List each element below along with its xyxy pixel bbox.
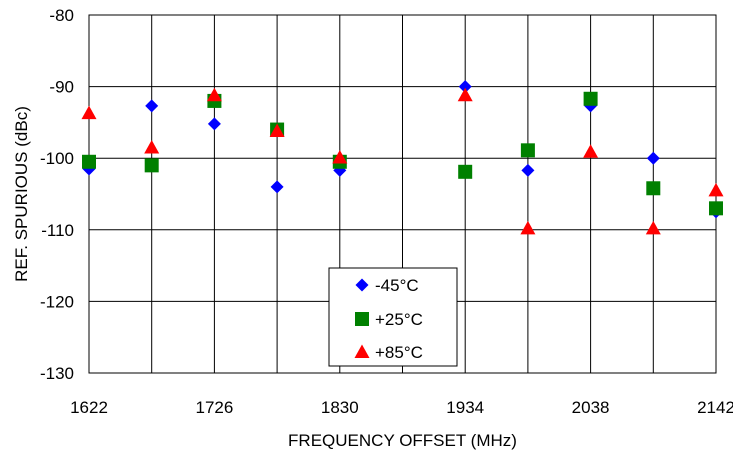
x-axis-ticks: 1622 1726 1830 1934 2038 2142 bbox=[70, 398, 733, 417]
y-tick-label: -130 bbox=[40, 364, 74, 383]
legend-label: +85°C bbox=[375, 343, 423, 362]
legend-label: -45°C bbox=[375, 276, 419, 295]
x-axis-title: FREQUENCY OFFSET (MHz) bbox=[288, 431, 517, 450]
data-point-square bbox=[520, 143, 535, 158]
data-point-diamond bbox=[521, 163, 535, 177]
data-point-triangle bbox=[645, 220, 661, 235]
data-point-diamond bbox=[270, 180, 284, 194]
data-point-square bbox=[583, 91, 598, 106]
x-tick-label: 2038 bbox=[572, 398, 610, 417]
data-point-triangle bbox=[457, 87, 473, 102]
x-tick-label: 1830 bbox=[321, 398, 359, 417]
data-point-diamond bbox=[145, 99, 159, 113]
data-point-diamond bbox=[458, 80, 472, 94]
data-point-diamond bbox=[646, 151, 660, 165]
data-point-triangle bbox=[81, 105, 97, 120]
y-tick-label: -90 bbox=[49, 78, 74, 97]
x-tick-label: 2142 bbox=[697, 398, 733, 417]
x-tick-label: 1726 bbox=[195, 398, 233, 417]
y-tick-label: -80 bbox=[49, 6, 74, 25]
data-point-square bbox=[82, 154, 96, 169]
legend-label: +25°C bbox=[375, 310, 423, 329]
data-point-triangle bbox=[332, 149, 348, 164]
data-point-square bbox=[646, 181, 661, 196]
data-point-square bbox=[458, 164, 473, 179]
legend-box bbox=[328, 267, 458, 367]
y-axis-ticks: -130 -120 -110 -100 -90 -80 bbox=[40, 6, 74, 383]
data-points bbox=[81, 80, 724, 235]
data-point-triangle bbox=[144, 139, 160, 154]
x-tick-label: 1622 bbox=[70, 398, 108, 417]
y-tick-label: -110 bbox=[41, 221, 74, 240]
data-point-diamond bbox=[207, 117, 221, 131]
x-tick-label: 1934 bbox=[446, 398, 484, 417]
legend: -45°C +25°C +85°C bbox=[328, 267, 458, 367]
legend-marker-square bbox=[355, 312, 369, 326]
data-point-triangle bbox=[583, 144, 599, 158]
legend-marker-diamond bbox=[355, 278, 369, 292]
data-point-square bbox=[709, 201, 723, 216]
data-point-triangle bbox=[708, 182, 724, 197]
y-axis-title: REF. SPURIOUS (dBc) bbox=[12, 106, 31, 282]
y-tick-label: -120 bbox=[40, 292, 74, 311]
data-point-triangle bbox=[206, 87, 222, 102]
data-point-square bbox=[144, 158, 159, 173]
legend-marker-triangle bbox=[354, 344, 370, 358]
data-point-triangle bbox=[269, 123, 285, 137]
y-tick-label: -100 bbox=[40, 149, 74, 168]
data-point-triangle bbox=[520, 220, 536, 235]
